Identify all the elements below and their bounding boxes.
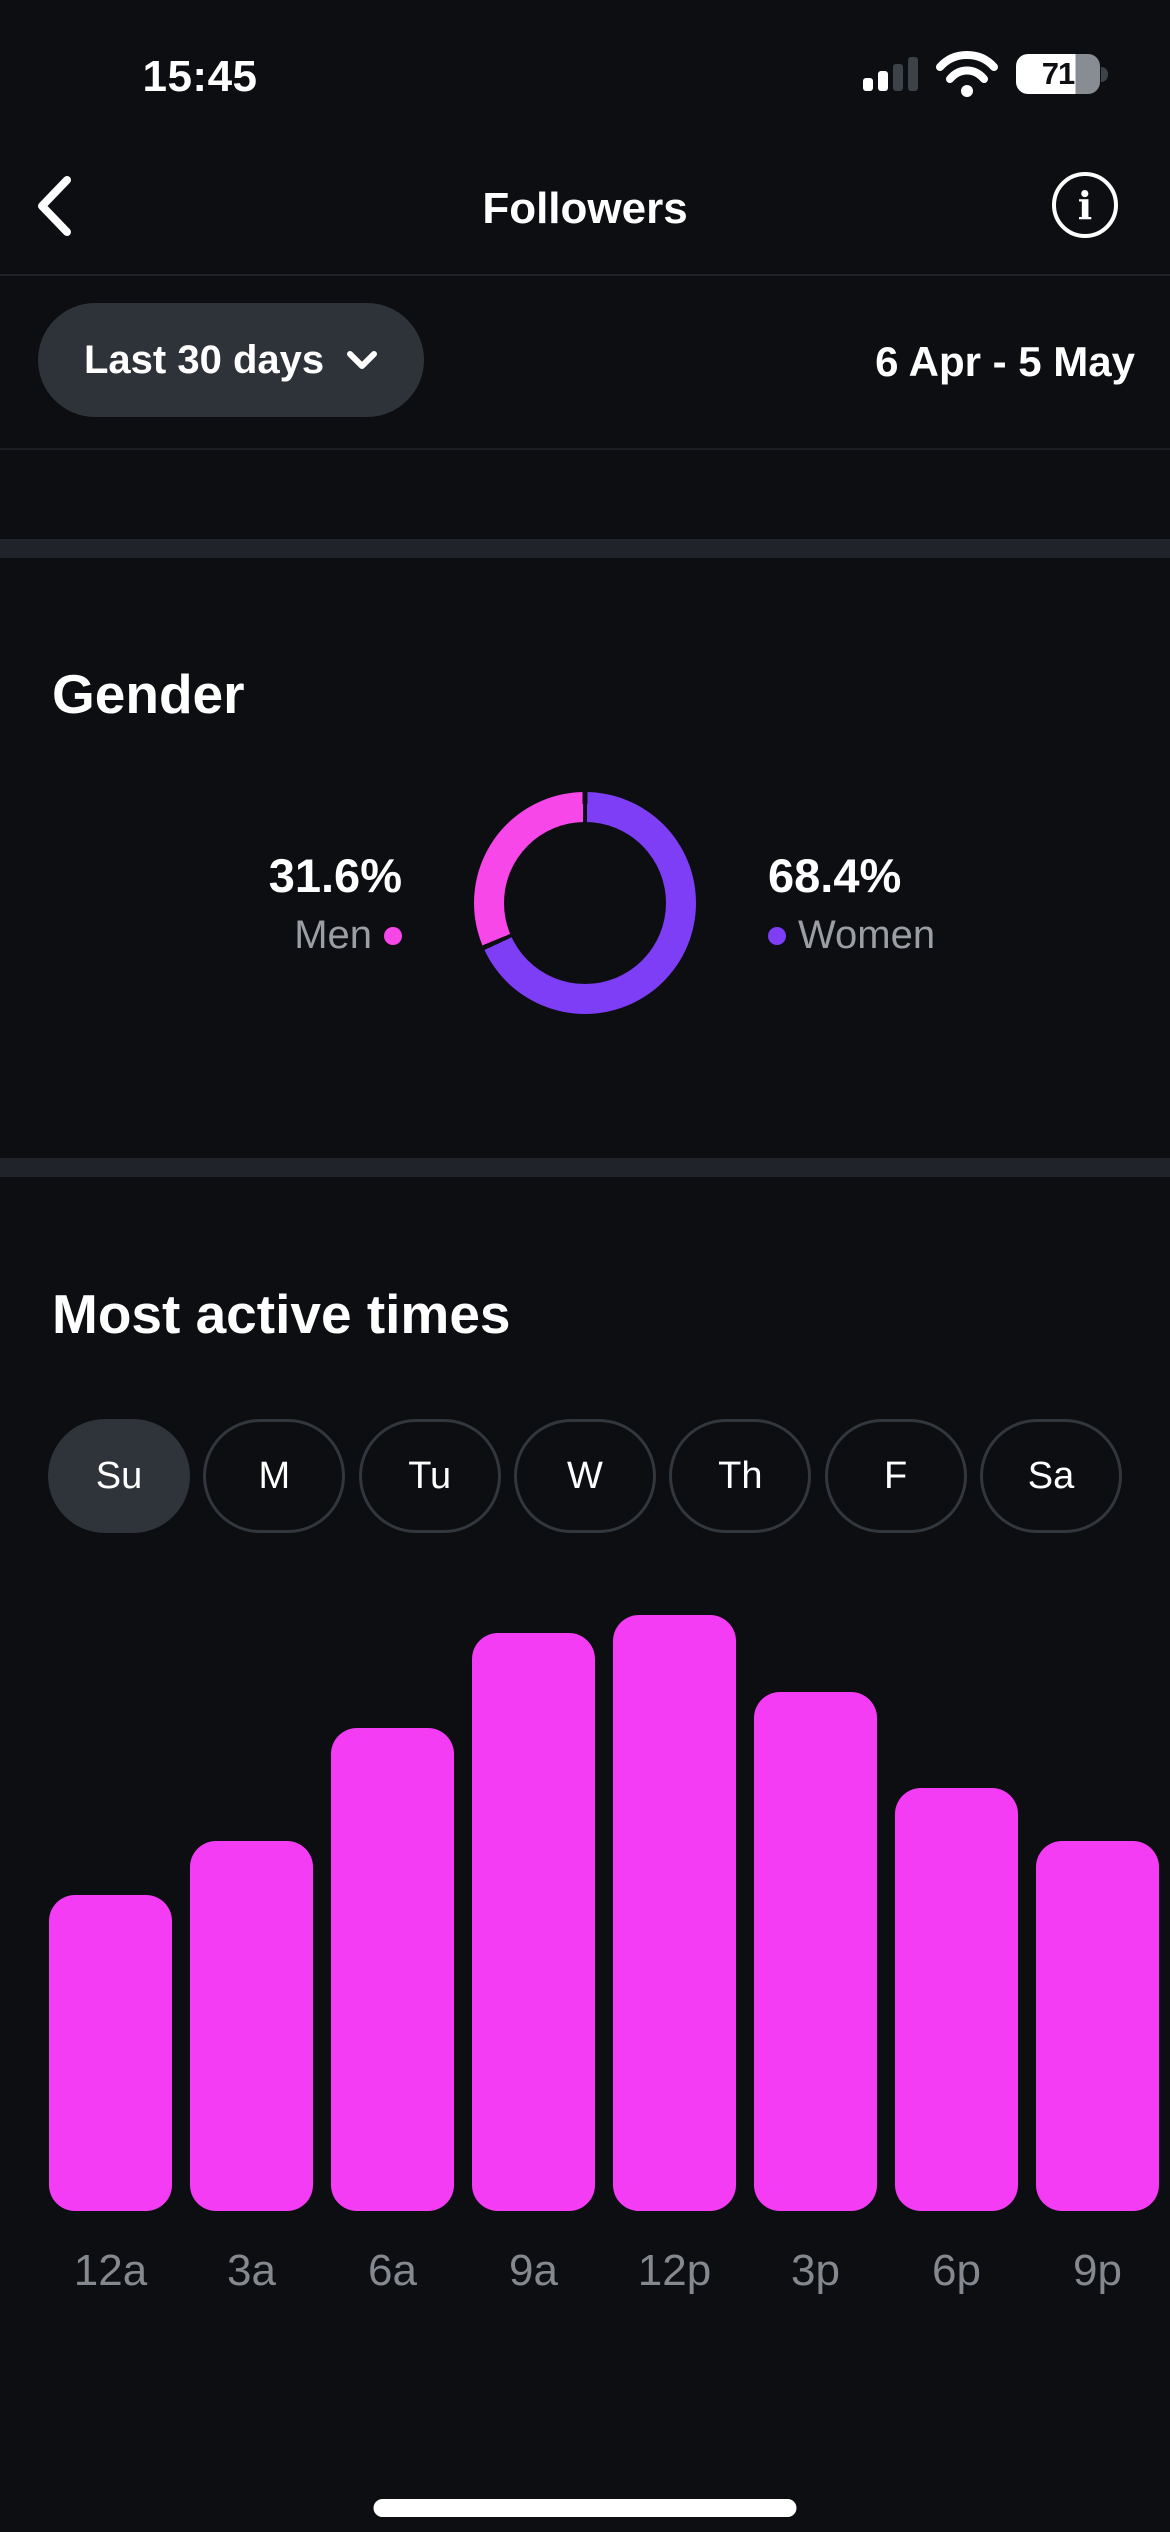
day-pill-tu[interactable]: Tu — [358, 1419, 501, 1533]
bar-12a — [49, 1895, 172, 2211]
bar-3a — [190, 1841, 313, 2211]
men-percent: 31.6% — [268, 849, 402, 902]
bar-3p — [754, 1692, 877, 2211]
men-stat: 31.6% Men — [212, 848, 402, 958]
info-button[interactable]: i — [1052, 172, 1118, 238]
women-legend: Women — [768, 913, 935, 958]
x-label-12a: 12a — [73, 2246, 148, 2295]
day-pill-sa[interactable]: Sa — [979, 1419, 1122, 1533]
day-pill-f[interactable]: F — [824, 1419, 967, 1533]
status-icons: 71 — [863, 50, 1108, 98]
page-title: Followers — [482, 184, 688, 233]
date-range-filter-label: Last 30 days — [84, 337, 325, 382]
status-time: 15:45 — [142, 52, 258, 101]
info-icon: i — [1077, 183, 1093, 228]
section-separator — [0, 539, 1170, 558]
bar-6p — [895, 1788, 1018, 2211]
date-range-filter-button[interactable]: Last 30 days — [38, 303, 425, 417]
active-times-bar-chart — [49, 1615, 1159, 2211]
men-legend-dot-icon — [384, 926, 402, 945]
women-label: Women — [798, 913, 936, 957]
women-legend-dot-icon — [768, 926, 786, 945]
x-label-3p: 3p — [791, 2246, 840, 2295]
day-pill-w[interactable]: W — [513, 1419, 656, 1533]
active-times-x-axis-labels: 12a 3a 6a 9a 12p 3p 6p 9p — [49, 2246, 1159, 2296]
gender-chart-row: 31.6% Men 68.4% Women — [0, 792, 1170, 1014]
women-percent: 68.4% — [768, 849, 902, 902]
date-range-text: 6 Apr - 5 May — [875, 338, 1135, 385]
day-pill-m[interactable]: M — [203, 1419, 346, 1533]
men-label: Men — [294, 913, 372, 957]
cellular-signal-icon — [863, 57, 918, 91]
x-label-9a: 9a — [509, 2246, 558, 2295]
x-label-6a: 6a — [368, 2246, 417, 2295]
chevron-down-icon — [347, 351, 378, 369]
bar-9a — [472, 1633, 595, 2211]
day-pill-su[interactable]: Su — [48, 1419, 190, 1533]
gender-section-title: Gender — [52, 663, 245, 725]
x-label-9p: 9p — [1073, 2246, 1122, 2295]
x-label-12p: 12p — [637, 2246, 712, 2295]
day-selector: Su M Tu W Th F Sa — [48, 1419, 1122, 1533]
home-indicator[interactable] — [373, 2499, 797, 2517]
x-label-3a: 3a — [227, 2246, 276, 2295]
header-divider — [0, 274, 1170, 276]
bar-6a — [331, 1728, 454, 2211]
day-pill-th[interactable]: Th — [669, 1419, 812, 1533]
battery-icon: 71 — [1016, 54, 1108, 94]
x-label-6p: 6p — [932, 2246, 981, 2295]
wifi-icon — [936, 51, 998, 97]
back-button[interactable] — [16, 168, 92, 244]
men-legend: Men — [294, 913, 402, 958]
bar-9p — [1036, 1841, 1159, 2211]
women-stat: 68.4% Women — [768, 848, 958, 958]
filter-divider — [0, 448, 1170, 450]
back-chevron-icon — [38, 176, 71, 236]
gender-donut-chart — [474, 792, 696, 1014]
section-separator — [0, 1158, 1170, 1177]
bar-12p — [613, 1615, 736, 2211]
battery-percent: 71 — [1041, 56, 1075, 91]
active-times-section-title: Most active times — [52, 1283, 511, 1345]
